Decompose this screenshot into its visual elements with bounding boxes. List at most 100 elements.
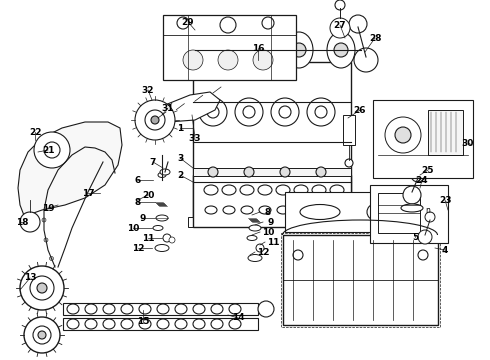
Circle shape	[418, 250, 428, 260]
Text: 10: 10	[127, 224, 139, 233]
Ellipse shape	[204, 185, 218, 195]
Circle shape	[183, 50, 203, 70]
Bar	[370, 185, 448, 243]
Ellipse shape	[241, 206, 253, 214]
Text: 2: 2	[177, 171, 183, 180]
Ellipse shape	[248, 255, 262, 261]
Circle shape	[330, 18, 350, 38]
Text: 13: 13	[24, 274, 36, 283]
Ellipse shape	[327, 32, 355, 68]
Bar	[281, 233, 440, 327]
Ellipse shape	[295, 206, 307, 214]
Text: 22: 22	[29, 127, 41, 136]
Polygon shape	[155, 92, 220, 122]
Ellipse shape	[67, 319, 79, 329]
Ellipse shape	[155, 244, 169, 252]
Circle shape	[145, 110, 165, 130]
Text: 30: 30	[462, 139, 474, 148]
Bar	[193, 62, 351, 225]
Ellipse shape	[85, 319, 97, 329]
Ellipse shape	[229, 304, 241, 314]
Ellipse shape	[294, 185, 308, 195]
Ellipse shape	[156, 215, 168, 221]
Ellipse shape	[158, 172, 166, 177]
Ellipse shape	[201, 32, 229, 68]
Ellipse shape	[401, 204, 423, 212]
Ellipse shape	[295, 202, 313, 212]
Text: 31: 31	[162, 104, 174, 113]
Text: 24: 24	[416, 176, 428, 185]
Circle shape	[235, 98, 263, 126]
Ellipse shape	[249, 225, 261, 231]
Circle shape	[106, 154, 111, 158]
Ellipse shape	[139, 319, 151, 329]
Circle shape	[38, 331, 46, 339]
Polygon shape	[18, 122, 122, 218]
Ellipse shape	[193, 319, 205, 329]
Circle shape	[395, 127, 411, 143]
Circle shape	[20, 212, 40, 232]
Circle shape	[315, 106, 327, 118]
Circle shape	[418, 230, 432, 244]
Circle shape	[63, 161, 67, 165]
Ellipse shape	[139, 304, 151, 314]
Ellipse shape	[263, 202, 281, 212]
Text: 15: 15	[137, 318, 149, 327]
Ellipse shape	[205, 206, 217, 214]
Circle shape	[271, 98, 299, 126]
Ellipse shape	[193, 304, 205, 314]
Ellipse shape	[285, 32, 313, 68]
Circle shape	[262, 17, 274, 29]
Circle shape	[199, 98, 227, 126]
Circle shape	[76, 149, 80, 153]
Circle shape	[37, 283, 47, 293]
Circle shape	[345, 159, 353, 167]
Circle shape	[334, 43, 348, 57]
Ellipse shape	[67, 304, 79, 314]
Ellipse shape	[121, 304, 133, 314]
Ellipse shape	[223, 206, 235, 214]
Bar	[63, 303, 258, 315]
Circle shape	[163, 234, 171, 242]
Ellipse shape	[211, 319, 223, 329]
Circle shape	[367, 204, 383, 220]
Ellipse shape	[300, 204, 340, 220]
Circle shape	[44, 238, 48, 242]
Circle shape	[250, 43, 264, 57]
Ellipse shape	[247, 235, 257, 240]
Text: 3: 3	[177, 153, 183, 162]
Text: 8: 8	[135, 198, 141, 207]
Text: 21: 21	[42, 145, 54, 154]
Ellipse shape	[258, 185, 272, 195]
Text: 16: 16	[252, 44, 264, 53]
Circle shape	[316, 167, 326, 177]
Circle shape	[33, 326, 51, 344]
Ellipse shape	[327, 202, 345, 212]
Ellipse shape	[240, 185, 254, 195]
Circle shape	[34, 132, 70, 168]
Circle shape	[293, 250, 303, 260]
Ellipse shape	[211, 304, 223, 314]
Ellipse shape	[157, 319, 169, 329]
Text: 12: 12	[132, 243, 144, 252]
Circle shape	[151, 116, 159, 124]
Text: 10: 10	[262, 228, 274, 237]
Circle shape	[220, 17, 236, 33]
Ellipse shape	[312, 185, 326, 195]
Circle shape	[88, 145, 92, 149]
Circle shape	[207, 106, 219, 118]
Ellipse shape	[331, 206, 343, 214]
Text: 29: 29	[182, 18, 195, 27]
Ellipse shape	[85, 304, 97, 314]
Text: 18: 18	[16, 217, 28, 226]
Circle shape	[335, 0, 345, 10]
Text: 12: 12	[257, 248, 269, 257]
Ellipse shape	[276, 185, 290, 195]
Bar	[63, 318, 258, 330]
Bar	[378, 193, 420, 233]
Ellipse shape	[160, 169, 170, 175]
Bar	[343, 115, 355, 145]
Circle shape	[24, 317, 60, 353]
Ellipse shape	[222, 185, 236, 195]
Circle shape	[20, 266, 64, 310]
